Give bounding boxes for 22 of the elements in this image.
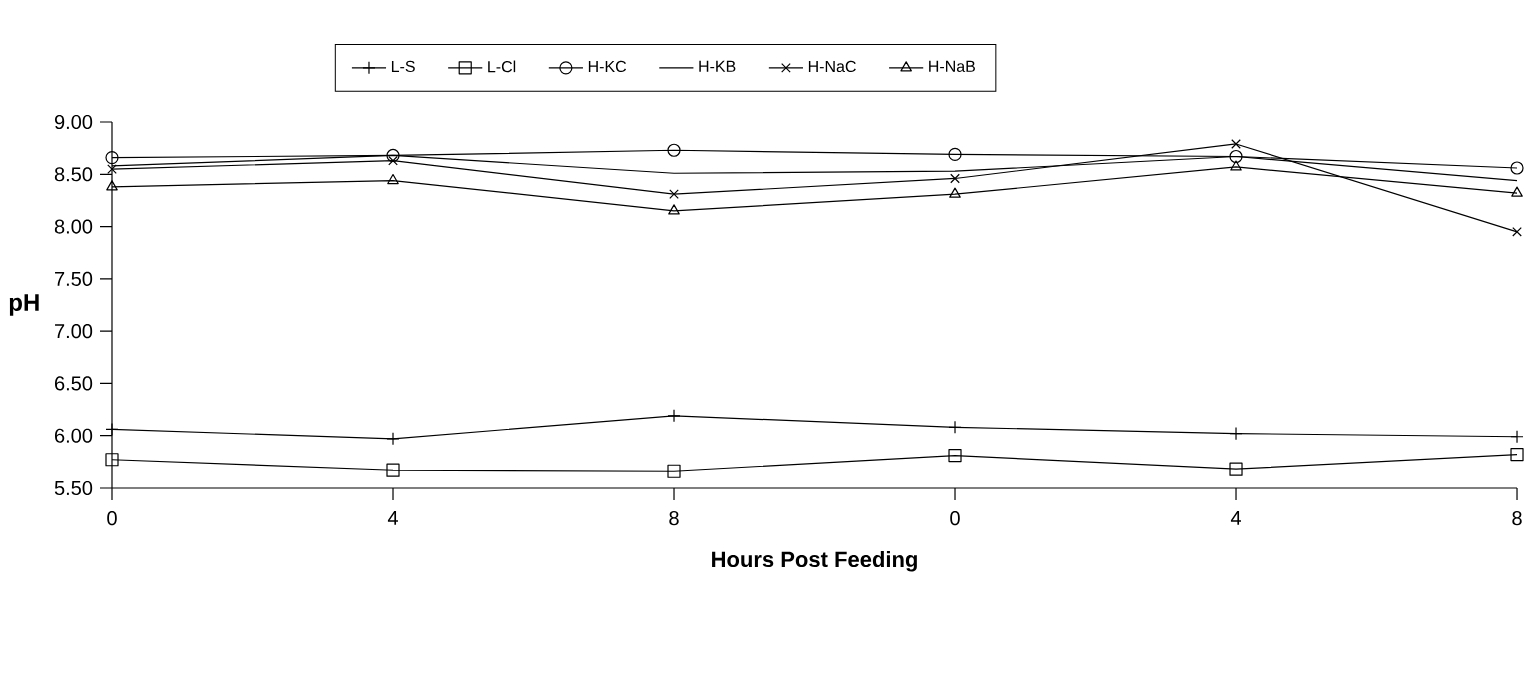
y-tick-label: 7.50 — [55, 271, 93, 286]
legend-label: L-S — [391, 60, 415, 73]
y-tick-label: 6.00 — [55, 428, 93, 443]
legend-label: H-NaC — [808, 60, 856, 73]
legend-label: H-KB — [699, 60, 736, 72]
y-tick-label: 8.00 — [54, 219, 93, 234]
x-tick-label: 0 — [107, 511, 117, 526]
y-axis-title: pH — [9, 294, 39, 316]
y-tick-label: 6.50 — [55, 376, 93, 391]
x-axis-title: Hours Post Feeding — [712, 550, 917, 572]
legend-label: L-Cl — [488, 60, 516, 73]
x-tick-label: 0 — [950, 511, 960, 526]
x-tick-label: 8 — [669, 511, 679, 526]
legend-label: H-NaB — [929, 60, 975, 72]
x-tick-label: 4 — [1230, 511, 1241, 525]
legend-label: H-KC — [588, 60, 627, 73]
y-tick-label: 5.50 — [54, 480, 93, 496]
x-tick-label: 8 — [1512, 511, 1522, 526]
y-tick-label: 7.00 — [55, 324, 93, 339]
x-tick-label: 4 — [387, 511, 398, 525]
y-tick-label: 8.50 — [54, 167, 93, 182]
y-tick-label: 9.00 — [54, 114, 93, 130]
